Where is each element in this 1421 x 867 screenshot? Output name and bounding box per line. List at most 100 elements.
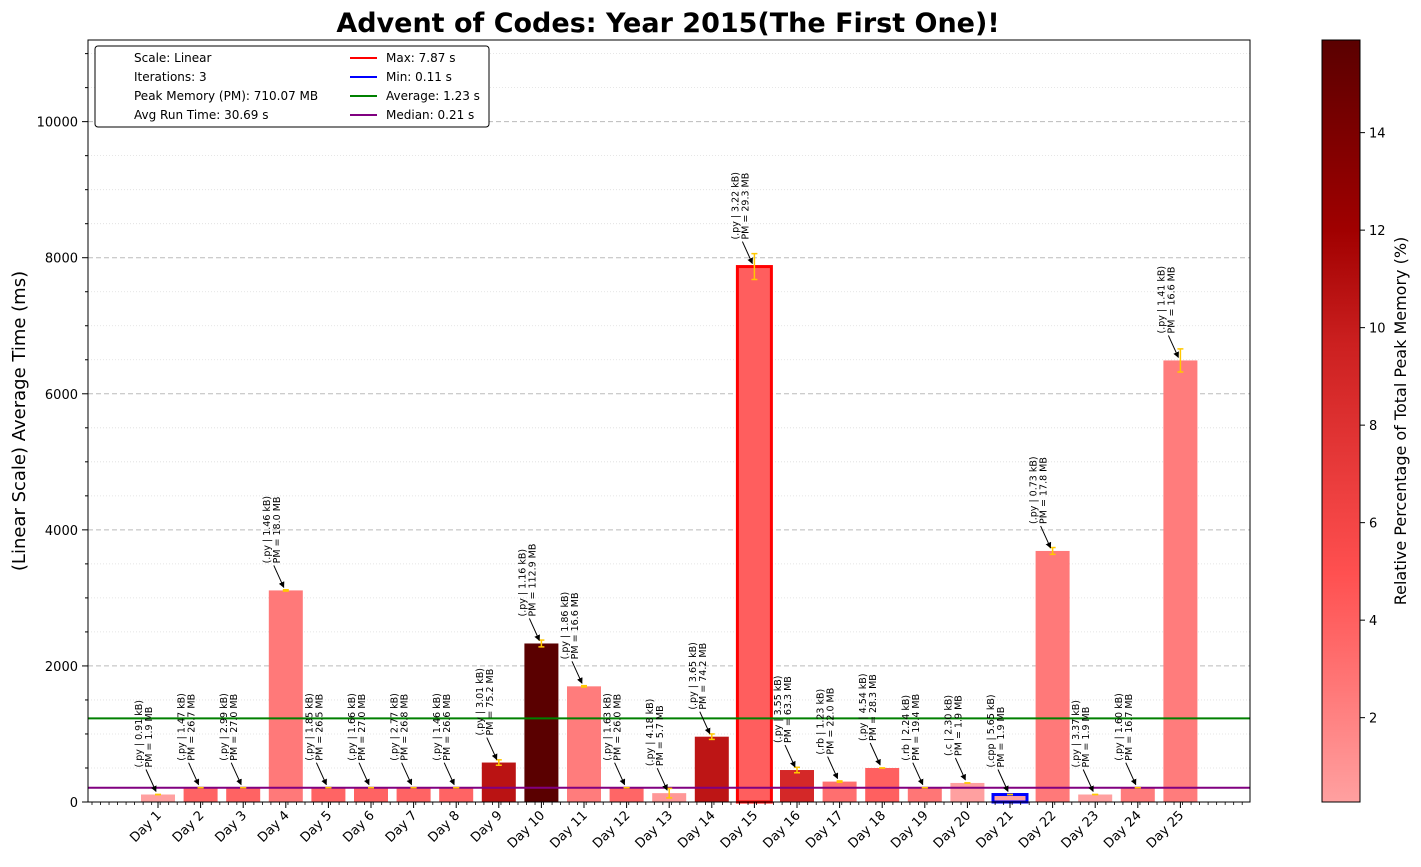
colorbar-label: Relative Percentage of Total Peak Memory… [1391, 237, 1410, 606]
annotation-text: PM = 75.2 MB [485, 669, 496, 736]
annotation-text: PM = 17.8 MB [1039, 457, 1050, 524]
annotations: (.py | 0.91 kB) PM = 1.9 MB (.py | 1.47 kB… [134, 172, 1179, 793]
annotation-text: PM = 26.5 MB [314, 694, 325, 761]
y-axis-label: (Linear Scale) Average Time (ms) [9, 271, 30, 571]
bars [141, 265, 1198, 804]
annotation-text: PM = 28.3 MB [868, 674, 879, 741]
annotation-text: PM = 26.6 MB [442, 694, 453, 761]
annotation-text: PM = 26.0 MB [613, 694, 624, 761]
x-tick-label: Day 11 [547, 808, 590, 851]
colorbar [1321, 39, 1361, 803]
legend: Scale: Linear Iterations: 3 Peak Memory (P… [94, 45, 490, 128]
x-tick-label: Day 9 [468, 808, 506, 846]
annotation-label: (.rb | 2.24 kB) PM = 19.4 MB [901, 694, 922, 761]
annotation-text: PM = 26.7 MB [187, 694, 198, 761]
x-tick-label: Day 23 [1059, 808, 1102, 851]
x-tick-label: Day 1 [127, 808, 165, 846]
annotation-text: (.c | 2.30 kB) [943, 695, 954, 756]
legend-label: Min: 0.11 s [386, 70, 452, 84]
annotation-label: (.py | 0.91 kB) PM = 1.9 MB [134, 700, 155, 768]
legend-info-text: Avg Run Time: 30.69 s [134, 108, 269, 122]
y-tick-label: 10000 [37, 116, 78, 131]
annotation-arrow [1040, 525, 1052, 549]
x-tick-label: Day 16 [760, 808, 803, 851]
bar [481, 762, 516, 802]
colorbar-tick-label: 14 [1369, 127, 1386, 142]
annotation-arrow [699, 711, 711, 735]
error-bars [155, 252, 1184, 799]
annotation-label: (.py | 3.37 kB) PM = 1.9 MB [1071, 700, 1092, 768]
x-tick-label: Day 7 [383, 808, 421, 846]
annotation-label: (.py | 1.60 kB) PM = 16.7 MB [1114, 693, 1135, 761]
y-tick-label: 2000 [45, 660, 78, 675]
annotation-arrow [1082, 769, 1094, 793]
x-tick-label: Day 12 [590, 808, 633, 851]
colorbar-tick-label: 10 [1369, 322, 1386, 337]
legend-info-text: Scale: Linear [134, 51, 212, 65]
annotation-label: (.py | 2.99 kB) PM = 27.0 MB [219, 693, 240, 761]
annotation-text: (.py | 3.22 kB) [730, 172, 741, 240]
bar [780, 770, 814, 802]
annotation-arrow [997, 769, 1009, 793]
x-tick-label: Day 18 [846, 808, 889, 851]
annotation-label: (.rb | 1.23 kB) PM = 22.0 MB [816, 688, 837, 755]
annotation-label: (.py | 4.18 kB) PM = 5.7 MB [645, 699, 666, 767]
annotation-text: (.py | 1.46 kB) [432, 693, 443, 761]
legend-box [94, 45, 490, 128]
annotation-text: (.py | 1.16 kB) [517, 549, 528, 617]
bar [907, 787, 942, 802]
bar [439, 787, 474, 802]
legend-label: Median: 0.21 s [386, 108, 474, 122]
annotation-text: PM = 1.9 MB [953, 695, 964, 756]
annotation-label: (.c | 2.30 kB) PM = 1.9 MB [943, 695, 964, 756]
colorbar-tick-label: 12 [1369, 224, 1386, 239]
annotation-arrow [656, 767, 668, 791]
annotation-text: PM = 26.8 MB [400, 694, 411, 761]
annotation-text: PM = 16.7 MB [1124, 694, 1135, 761]
annotation-arrow [954, 757, 966, 781]
x-tick-label: Day 4 [255, 808, 293, 846]
bar [524, 643, 559, 802]
x-tick-label: Day 5 [298, 808, 336, 846]
annotation-label: (.py | 3.65 kB) PM = 74.2 MB [688, 642, 709, 710]
x-tick-label: Day 3 [212, 808, 250, 846]
annotation-label: (.py | 3.22 kB) PM = 29.3 MB [730, 172, 751, 240]
annotation-label: (.py | 3.55 kB) PM = 63.3 MB [773, 675, 794, 743]
annotation-label: (.py | 1.85 kB) PM = 26.5 MB [304, 693, 325, 761]
x-tick-label: Day 10 [505, 808, 548, 851]
y-tick-label: 6000 [45, 388, 78, 403]
bar [609, 787, 644, 802]
annotation-arrow [1167, 335, 1179, 358]
annotation-label: (.py | 2.77 kB) PM = 26.8 MB [390, 693, 411, 761]
x-tick-label: Day 13 [633, 808, 676, 851]
bar [1035, 550, 1070, 802]
annotation-arrow [741, 241, 753, 265]
annotation-label: (.py | 1.66 kB) PM = 27.0 MB [347, 693, 368, 761]
annotation-text: (.py | 1.86 kB) [560, 592, 571, 660]
legend-info-text: Iterations: 3 [134, 70, 207, 84]
x-tick-label: Day 8 [425, 808, 463, 846]
grid [88, 53, 1250, 769]
colorbar-tick-label: 8 [1369, 419, 1377, 434]
annotation-text: (.py | 3.01 kB) [475, 668, 486, 736]
annotation-text: PM = 19.4 MB [911, 694, 922, 761]
annotation-text: (.py | 3.55 kB) [773, 675, 784, 743]
annotation-text: PM = 112.9 MB [527, 544, 538, 617]
bar [311, 787, 346, 802]
y-tick-label: 8000 [45, 252, 78, 267]
annotation-arrow [145, 769, 157, 793]
annotation-text: (.py | 1.47 kB) [177, 693, 188, 761]
annotation-text: (.py | 4.54 kB) [858, 673, 869, 741]
x-tick-label: Day 14 [675, 808, 718, 851]
annotation-text: PM = 5.7 MB [655, 705, 666, 766]
annotation-text: PM = 18.0 MB [272, 497, 283, 564]
bar [141, 794, 175, 802]
annotation-arrow [230, 762, 242, 786]
annotation-arrow [869, 742, 881, 766]
annotation-text: (.py | 1.41 kB) [1156, 266, 1167, 334]
annotation-text: (.py | 3.65 kB) [688, 642, 699, 710]
annotation-text: PM = 16.6 MB [1166, 267, 1177, 334]
legend-label: Max: 7.87 s [386, 51, 455, 65]
annotation-label: (.cpp | 5.65 kB) PM = 1.9 MB [986, 694, 1007, 767]
